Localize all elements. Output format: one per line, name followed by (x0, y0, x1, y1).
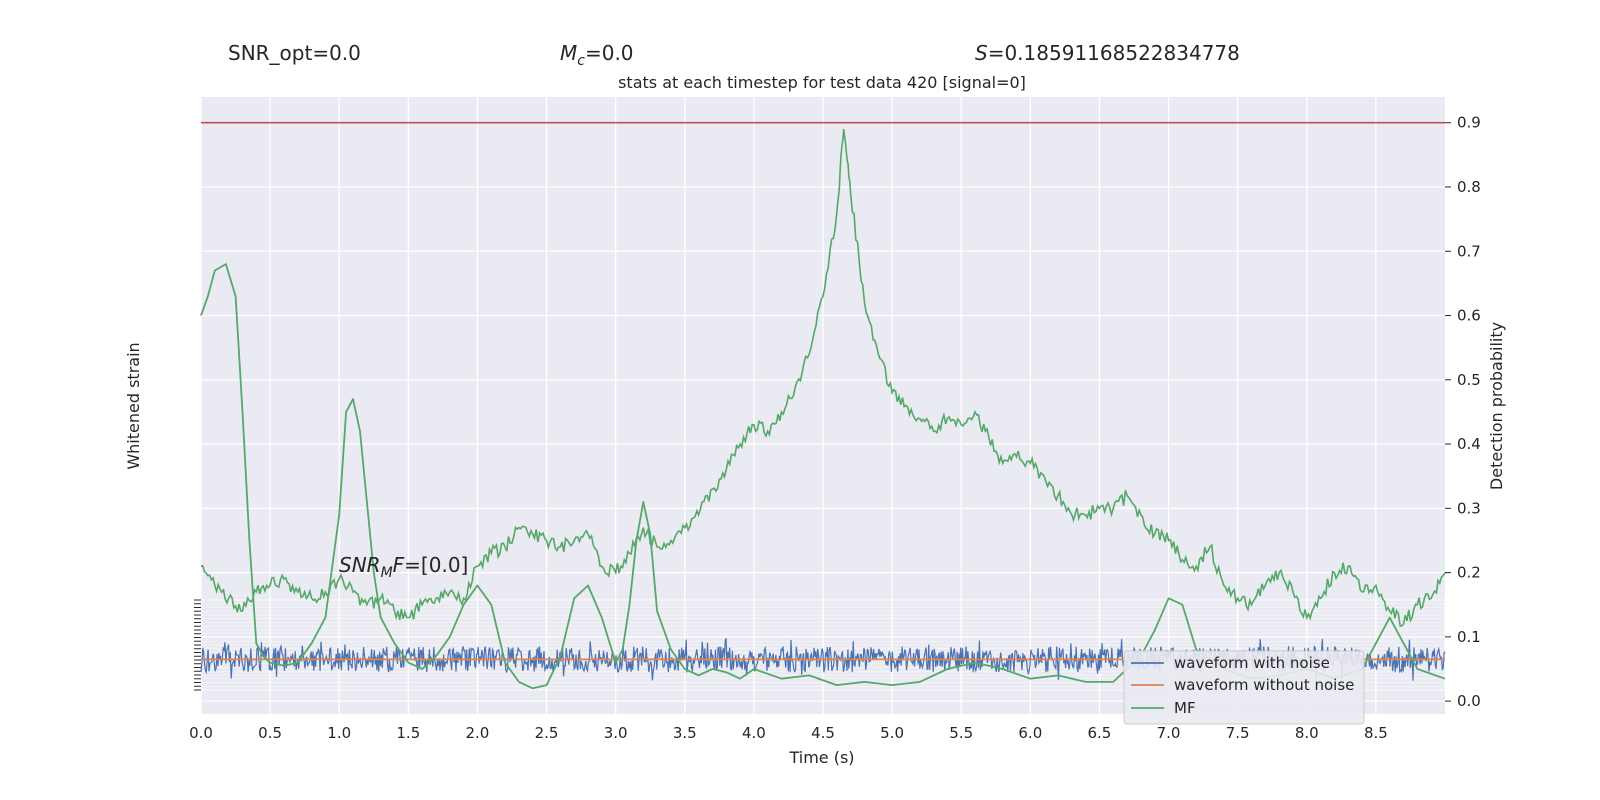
stat-chirp-mass: Mc=0.0 (560, 41, 634, 69)
x-tick-label: 6.0 (1018, 724, 1042, 742)
x-tick-label: 1.5 (396, 724, 420, 742)
x-tick-label: 5.5 (949, 724, 973, 742)
y-tick-label: 0.1 (1457, 628, 1481, 646)
legend-label-noise: waveform with noise (1174, 654, 1330, 672)
x-tick-label: 0.0 (189, 724, 213, 742)
x-tick-label: 2.0 (466, 724, 490, 742)
x-tick-label: 3.0 (604, 724, 628, 742)
y-tick-label: 0.3 (1457, 499, 1481, 517)
x-axis-label: Time (s) (788, 748, 854, 767)
x-tick-label: 8.0 (1295, 724, 1319, 742)
y-tick-label: 0.4 (1457, 435, 1481, 453)
series-detection-probability (200, 128, 1446, 627)
stat-snr-opt: SNR_opt=0.0 (228, 41, 361, 65)
left-axis-label: Whitened strain (124, 342, 143, 469)
legend: waveform with noise waveform without noi… (1123, 650, 1365, 725)
y-tick-label: 0.7 (1457, 242, 1481, 260)
snr-mf-annotation: SNRMF=[0.0] (339, 553, 468, 581)
x-tick-label: 7.0 (1157, 724, 1181, 742)
x-tick-label: 8.5 (1364, 724, 1388, 742)
x-tick-label: 2.5 (535, 724, 559, 742)
y-tick-label: 0.5 (1457, 371, 1481, 389)
legend-box (1123, 650, 1365, 725)
x-tick-label: 0.5 (258, 724, 282, 742)
x-tick-label: 7.5 (1226, 724, 1250, 742)
y-tick-labels: 0.0 0.1 0.2 0.3 0.4 0.5 0.6 0.7 0.8 0.9 (1445, 114, 1481, 710)
y-tick-label: 0.2 (1457, 564, 1481, 582)
x-tick-label: 3.5 (673, 724, 697, 742)
y-tick-label: 0.8 (1457, 178, 1481, 196)
y-tick-label: 0.0 (1457, 692, 1481, 710)
x-tick-label: 4.0 (742, 724, 766, 742)
right-axis-label: Detection probability (1487, 322, 1506, 490)
legend-label-mf: MF (1174, 699, 1196, 717)
inner-strain-ticks (194, 599, 201, 691)
x-tick-labels: 0.0 0.5 1.0 1.5 2.0 2.5 3.0 3.5 4.0 4.5 5.0 5.5 6.0 6… (189, 724, 1388, 742)
x-tick-label: 4.5 (811, 724, 835, 742)
y-tick-label: 0.6 (1457, 307, 1481, 325)
x-tick-label: 6.5 (1088, 724, 1112, 742)
y-tick-label: 0.9 (1457, 114, 1481, 132)
x-tick-label: 5.0 (880, 724, 904, 742)
legend-label-clean: waveform without noise (1174, 676, 1354, 694)
chart-subtitle: stats at each timestep for test data 420… (618, 73, 1026, 92)
stat-score: S=0.18591168522834778 (975, 41, 1240, 65)
x-tick-label: 1.0 (327, 724, 351, 742)
